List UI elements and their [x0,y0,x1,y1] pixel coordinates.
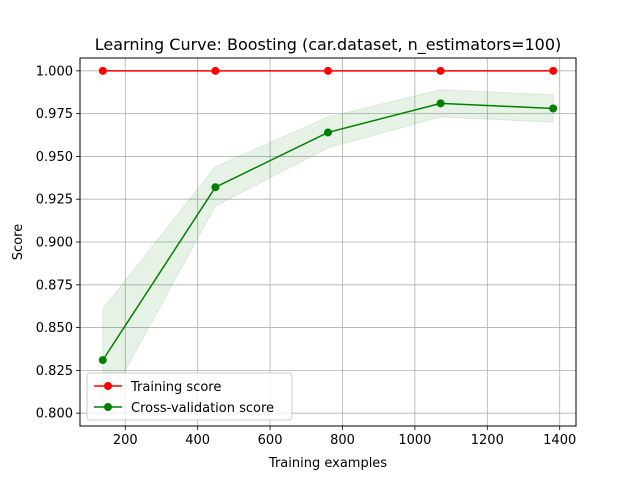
data-point [211,183,220,192]
x-tick-label: 1200 [471,433,504,448]
y-tick-label: 0.900 [36,236,73,251]
x-tick-label: 200 [113,433,138,448]
legend-marker-training [104,382,112,390]
x-tick-label: 800 [330,433,355,448]
x-axis-title: Training examples [268,456,387,471]
data-point [549,66,558,75]
y-tick-label: 0.825 [36,364,73,379]
legend-marker-cross-validation [104,403,112,411]
series-points [98,66,558,365]
y-tick-label: 0.925 [36,193,73,208]
y-tick-label: 1.000 [36,64,73,79]
data-point [436,66,445,75]
y-axis-title: Score [11,224,26,260]
data-point [324,128,332,137]
data-point [98,356,107,365]
data-point [211,66,220,75]
data-point [549,104,558,113]
y-tick-label: 0.875 [36,278,73,293]
data-point [436,99,445,108]
legend-box [86,372,293,421]
chart-title: Learning Curve: Boosting (car.dataset, n… [95,35,562,55]
x-tick-label: 1000 [398,433,431,448]
y-tick-label: 0.950 [36,150,73,165]
legend-label-training: Training score [130,380,221,395]
data-point [324,66,332,75]
y-tick-label: 0.800 [36,407,73,422]
legend: Training score Cross-validation score [86,372,293,421]
x-tick-label: 400 [185,433,210,448]
x-axis-ticks: 200 400 600 800 1000 1200 1400 [113,426,576,448]
y-axis-ticks: 0.800 0.825 0.850 0.875 0.900 0.925 0.950 0.975… [36,64,80,422]
confidence-band-1 [102,89,554,412]
y-tick-label: 0.850 [36,321,73,336]
data-point [98,66,107,75]
legend-label-cross-validation: Cross-validation score [131,401,274,416]
x-tick-label: 1400 [543,433,576,448]
x-tick-label: 600 [258,433,283,448]
y-tick-label: 0.975 [36,107,73,122]
